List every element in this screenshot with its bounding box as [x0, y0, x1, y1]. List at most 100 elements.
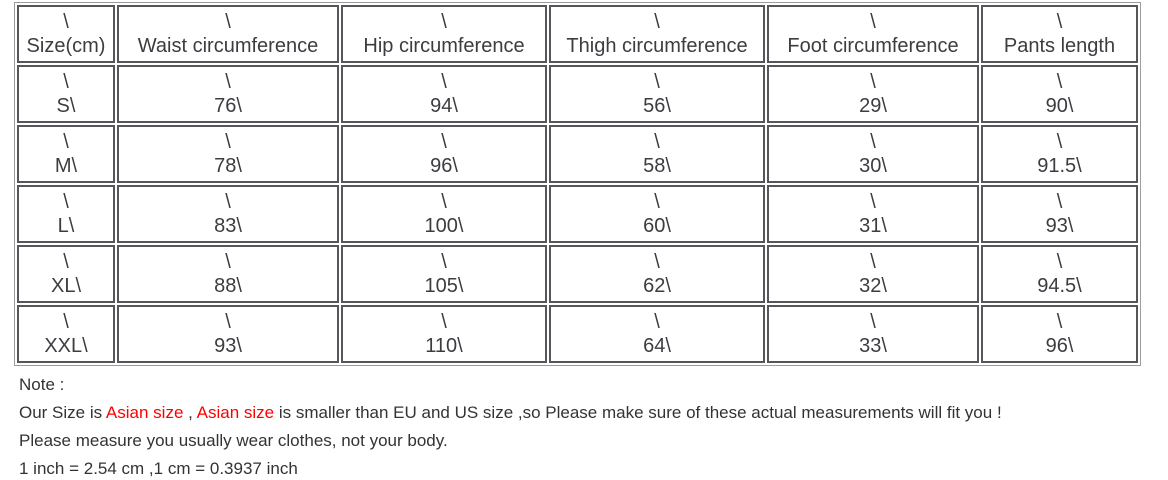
cell-value: 105\ [424, 275, 464, 297]
table-row-l: \ L\ \ 83\ \ 100\ \ 60\ \ 31\ [17, 185, 1138, 243]
note-measure-line: Please measure you usually wear clothes,… [19, 431, 448, 450]
cell-value: 76\ [214, 95, 242, 117]
cell-value: 96\ [1045, 335, 1074, 357]
table-row-xl: \ XL\ \ 88\ \ 105\ \ 62\ \ 32\ [17, 245, 1138, 303]
cell-value: 93\ [214, 335, 242, 357]
cell-value: L\ [57, 215, 75, 237]
cell-thigh: \ 62\ [549, 245, 765, 303]
cell-foot: \ 33\ [767, 305, 979, 363]
cell-slash: \ [441, 11, 447, 33]
cell-value: 58\ [643, 155, 671, 177]
cell-waist: \ 83\ [117, 185, 339, 243]
header-cell-waist: \ Waist circumference [117, 5, 339, 63]
cell-value: M\ [54, 155, 78, 177]
cell-waist: \ 76\ [117, 65, 339, 123]
cell-value: 91.5\ [1037, 155, 1082, 177]
table-row-m: \ M\ \ 78\ \ 96\ \ 58\ \ 30\ [17, 125, 1138, 183]
cell-slash: \ [441, 311, 447, 333]
cell-value: 100\ [424, 215, 464, 237]
cell-slash: \ [441, 251, 447, 273]
note-text-part: is smaller than EU and US size ,so Pleas… [274, 403, 1002, 422]
notes-block: Note : Our Size is Asian size , Asian si… [19, 371, 1168, 480]
cell-size: \ L\ [17, 185, 115, 243]
cell-slash: \ [441, 71, 447, 93]
cell-hip: \ 94\ [341, 65, 547, 123]
cell-hip: \ 105\ [341, 245, 547, 303]
cell-slash: \ [654, 251, 660, 273]
cell-value: S\ [56, 95, 76, 117]
cell-slash: \ [1056, 131, 1063, 153]
cell-size: \ M\ [17, 125, 115, 183]
cell-slash: \ [870, 131, 876, 153]
cell-hip: \ 96\ [341, 125, 547, 183]
cell-pants: \ 93\ [981, 185, 1138, 243]
cell-value: 32\ [859, 275, 887, 297]
cell-value: 94\ [430, 95, 458, 117]
cell-hip: \ 100\ [341, 185, 547, 243]
cell-slash: \ [654, 311, 660, 333]
cell-slash: \ [441, 191, 447, 213]
cell-slash: \ [1056, 251, 1063, 273]
cell-slash: \ [870, 11, 876, 33]
note-heading: Note : [19, 375, 65, 394]
note-text-part: Our Size is [19, 403, 106, 422]
cell-value: 83\ [214, 215, 242, 237]
cell-waist: \ 93\ [117, 305, 339, 363]
cell-value: 90\ [1045, 95, 1074, 117]
cell-value: 33\ [859, 335, 887, 357]
cell-slash: \ [1056, 11, 1063, 33]
cell-slash: \ [654, 11, 660, 33]
cell-value: 31\ [859, 215, 887, 237]
cell-slash: \ [225, 131, 231, 153]
cell-value: 78\ [214, 155, 242, 177]
cell-slash: \ [870, 311, 876, 333]
cell-slash: \ [63, 11, 69, 33]
cell-value: 93\ [1045, 215, 1074, 237]
note-size-line: Our Size is Asian size , Asian size is s… [19, 399, 1168, 427]
cell-hip: \ 110\ [341, 305, 547, 363]
cell-slash: \ [870, 191, 876, 213]
cell-value: 62\ [643, 275, 671, 297]
cell-value: 56\ [643, 95, 671, 117]
note-conversion-line: 1 inch = 2.54 cm ,1 cm = 0.3937 inch [19, 459, 298, 478]
cell-thigh: \ 64\ [549, 305, 765, 363]
cell-value: 60\ [643, 215, 671, 237]
cell-slash: \ [63, 251, 69, 273]
header-label: Waist circumference [137, 35, 319, 57]
header-cell-size: \ Size(cm) [17, 5, 115, 63]
cell-value: 64\ [643, 335, 671, 357]
header-cell-pants: \ Pants length [981, 5, 1138, 63]
header-label: Foot circumference [787, 35, 959, 57]
cell-slash: \ [441, 131, 447, 153]
cell-thigh: \ 56\ [549, 65, 765, 123]
cell-slash: \ [63, 71, 69, 93]
cell-value: 30\ [859, 155, 887, 177]
header-label: Thigh circumference [566, 35, 748, 57]
cell-slash: \ [1056, 311, 1063, 333]
cell-pants: \ 90\ [981, 65, 1138, 123]
cell-value: 110\ [425, 335, 463, 357]
table-row-xxl: \ XXL\ \ 93\ \ 110\ \ 64\ \ 33\ [17, 305, 1138, 363]
cell-slash: \ [654, 71, 660, 93]
cell-foot: \ 30\ [767, 125, 979, 183]
header-label: Pants length [1003, 35, 1116, 57]
cell-slash: \ [870, 71, 876, 93]
cell-foot: \ 32\ [767, 245, 979, 303]
cell-slash: \ [63, 311, 69, 333]
cell-slash: \ [63, 191, 69, 213]
cell-slash: \ [1056, 191, 1063, 213]
note-highlight-asian-size: Asian size [196, 403, 275, 422]
table-row-s: \ S\ \ 76\ \ 94\ \ 56\ \ 29\ [17, 65, 1138, 123]
cell-pants: \ 94.5\ [981, 245, 1138, 303]
cell-value: XL\ [50, 275, 82, 297]
cell-value: 88\ [214, 275, 242, 297]
cell-slash: \ [225, 191, 231, 213]
cell-slash: \ [225, 251, 231, 273]
cell-size: \ XXL\ [17, 305, 115, 363]
cell-waist: \ 78\ [117, 125, 339, 183]
header-cell-hip: \ Hip circumference [341, 5, 547, 63]
header-row: \ Size(cm) \ Waist circumference \ Hip c… [17, 5, 1138, 63]
cell-slash: \ [225, 71, 231, 93]
note-highlight-asian-size: Asian size [105, 403, 184, 422]
